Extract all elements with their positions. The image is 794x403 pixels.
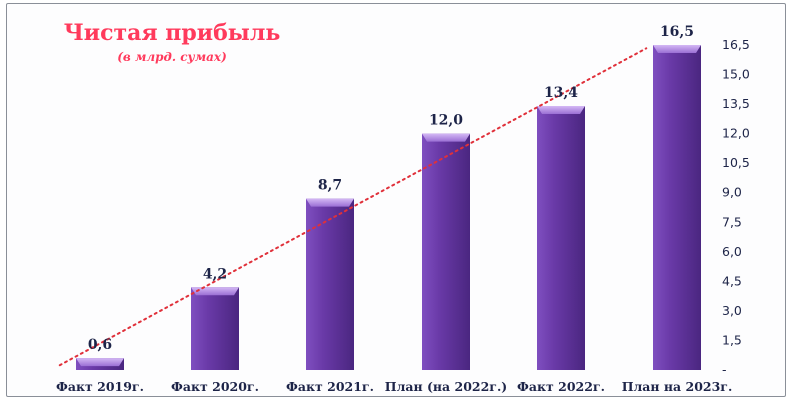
category-label-2: Факт 2021г. [286,379,374,394]
y-tick-label-5: 7,5 [722,214,742,229]
bar-1 [191,287,239,370]
category-label-4: Факт 2022г. [517,379,605,394]
y-tick-label-10: 15,0 [722,67,750,82]
y-tick-label-7: 10,5 [722,155,750,170]
y-tick-label-3: 4,5 [722,273,742,288]
bar-cap-0 [76,358,124,367]
bar-cap-3 [422,133,470,142]
value-label-2: 8,7 [318,178,342,194]
bar-3 [422,133,470,370]
y-tick-label-2: 3,0 [722,303,742,318]
bar-cap-1 [191,287,239,296]
y-tick-label-11: 16,5 [722,37,750,52]
y-tick-label-1: 1,5 [722,332,742,347]
bars-group [76,45,701,370]
y-tick-label-6: 9,0 [722,185,742,200]
chart-title: Чистая прибыль [63,20,281,46]
value-label-3: 12,0 [429,113,463,129]
bar-2 [306,198,354,370]
category-label-3: План (на 2022г.) [385,379,507,394]
y-axis-ticks-group: - 1,5 3,0 4,5 6,0 7,5 9,0 10,5 12,0 13,5 15,0 16,5 [722,37,750,377]
y-tick-label-9: 13,5 [722,96,750,111]
bar-5 [653,45,701,370]
bar-cap-5 [653,45,701,53]
value-label-1: 4,2 [203,266,227,282]
category-label-5: План на 2023г. [622,379,733,394]
category-label-0: Факт 2019г. [56,379,144,394]
bar-cap-2 [306,198,354,207]
value-label-5: 16,5 [660,24,694,40]
chart-subtitle: (в млрд. сумах) [117,50,227,64]
y-tick-label-4: 6,0 [722,244,742,259]
y-tick-label-8: 12,0 [722,126,750,141]
value-label-0: 0,6 [88,337,112,353]
value-labels-group: 0,6 4,2 8,7 12,0 13,4 16,5 [88,24,694,353]
bar-cap-4 [537,106,585,115]
y-tick-label-0: - [722,362,727,377]
category-labels-group: Факт 2019г. Факт 2020г. Факт 2021г. План (н… [56,379,732,394]
bar-4 [537,106,585,370]
category-label-1: Факт 2020г. [171,379,259,394]
value-label-4: 13,4 [544,85,578,101]
